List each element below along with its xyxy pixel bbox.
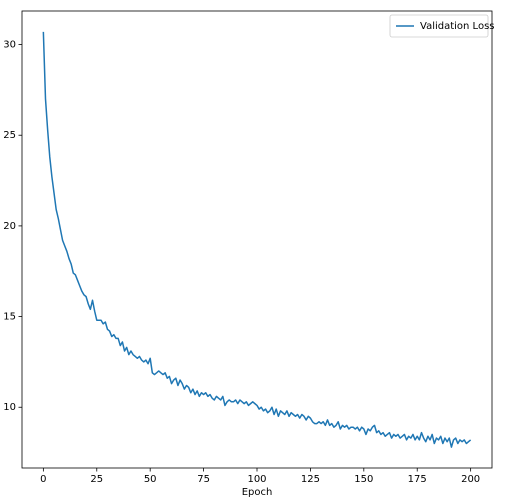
x-tick-label: 125 [301, 474, 320, 485]
x-tick-label: 50 [144, 474, 157, 485]
x-axis-label: Epoch [242, 487, 273, 498]
y-tick-label: 20 [3, 221, 16, 232]
x-tick-label: 100 [247, 474, 266, 485]
x-tick-label: 200 [461, 474, 480, 485]
data-line [42, 31, 472, 448]
y-tick-label: 25 [3, 130, 16, 141]
x-tick-label: 25 [90, 474, 103, 485]
y-tick-label: 10 [3, 402, 16, 413]
x-tick-label: 150 [354, 474, 373, 485]
y-tick-label: 15 [3, 312, 16, 323]
x-tick-label: 175 [408, 474, 427, 485]
plot-frame [21, 10, 493, 469]
x-tick-label: 0 [40, 474, 46, 485]
y-tick-label: 30 [3, 40, 16, 51]
legend-label: Validation Loss [420, 21, 495, 32]
legend-box [389, 14, 489, 38]
x-tick-label: 75 [197, 474, 210, 485]
